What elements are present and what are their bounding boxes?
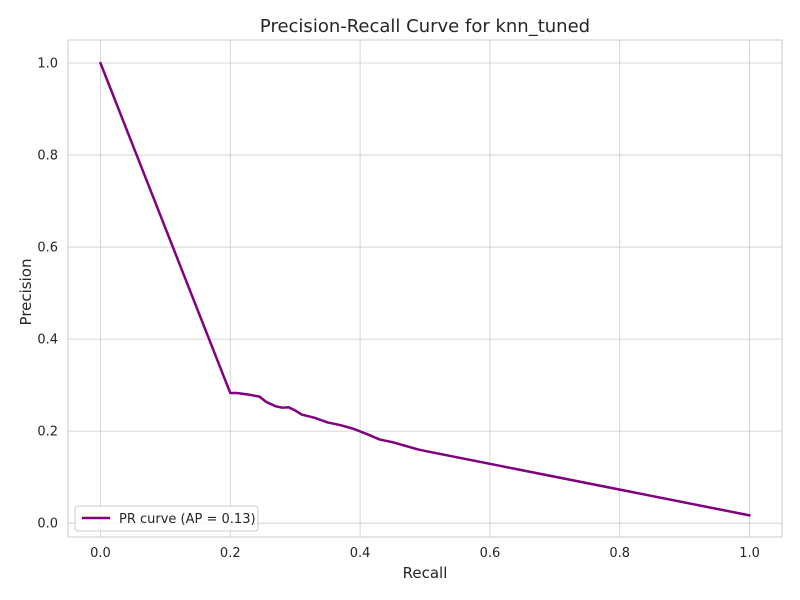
y-tick-labels: 0.0 0.2 0.4 0.6 0.8 1.0 xyxy=(37,57,58,532)
x-tick-label: 0.6 xyxy=(480,546,501,561)
x-tick-label: 1.0 xyxy=(739,546,760,561)
legend: PR curve (AP = 0.13) xyxy=(74,505,259,532)
x-tick-label: 0.0 xyxy=(90,546,111,561)
x-gridlines xyxy=(100,40,750,537)
x-tick-label: 0.2 xyxy=(220,546,241,561)
legend-label-pr-curve: PR curve (AP = 0.13) xyxy=(119,512,256,527)
y-tick-label: 0.6 xyxy=(37,241,58,256)
plot-area xyxy=(67,39,783,538)
x-axis-title: Recall xyxy=(403,564,448,582)
y-gridlines xyxy=(68,62,782,524)
y-axis-title: Precision xyxy=(17,259,35,326)
x-tick-label: 0.8 xyxy=(609,546,630,561)
y-tick-label: 0.0 xyxy=(37,517,58,532)
legend-box xyxy=(74,505,259,532)
x-tick-label: 0.4 xyxy=(350,546,371,561)
y-tick-label: 0.4 xyxy=(37,333,58,348)
pr-curve-line xyxy=(99,61,751,517)
y-tick-label: 0.8 xyxy=(37,149,58,164)
y-tick-label: 0.2 xyxy=(37,425,58,440)
series-lines xyxy=(99,61,751,517)
y-tick-label: 1.0 xyxy=(37,57,58,72)
chart-title: Precision-Recall Curve for knn_tuned xyxy=(260,16,590,37)
x-tick-labels: 0.0 0.2 0.4 0.6 0.8 1.0 xyxy=(90,546,760,561)
